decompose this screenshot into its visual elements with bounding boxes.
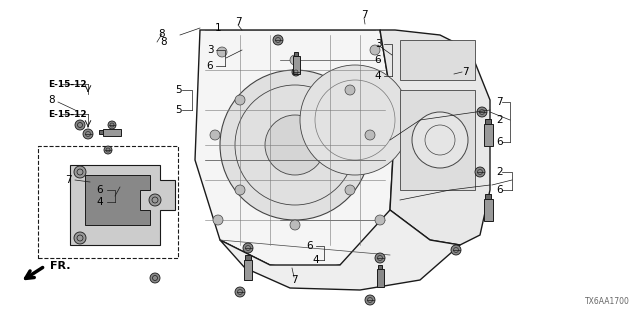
Polygon shape — [483, 199, 493, 221]
Polygon shape — [244, 260, 252, 280]
Circle shape — [477, 107, 487, 117]
Text: 2: 2 — [496, 167, 502, 177]
Circle shape — [345, 85, 355, 95]
Circle shape — [365, 295, 375, 305]
Circle shape — [345, 185, 355, 195]
Text: 7: 7 — [291, 275, 298, 285]
Text: 2: 2 — [496, 115, 502, 125]
Circle shape — [108, 121, 116, 129]
Text: 7: 7 — [65, 175, 71, 185]
Text: 6: 6 — [496, 137, 502, 147]
Circle shape — [213, 215, 223, 225]
Circle shape — [412, 112, 468, 168]
Text: 7: 7 — [462, 67, 468, 77]
Text: 8: 8 — [160, 37, 166, 47]
Polygon shape — [483, 124, 493, 146]
Polygon shape — [376, 269, 383, 287]
Bar — [38, 146, 178, 258]
Circle shape — [150, 273, 160, 283]
Polygon shape — [380, 30, 490, 245]
Polygon shape — [70, 165, 175, 245]
Polygon shape — [294, 52, 298, 56]
Circle shape — [451, 245, 461, 255]
Circle shape — [74, 232, 86, 244]
Circle shape — [74, 166, 86, 178]
Bar — [400, 40, 475, 80]
Circle shape — [290, 220, 300, 230]
Polygon shape — [195, 30, 395, 270]
Text: 6: 6 — [374, 55, 381, 65]
Polygon shape — [220, 210, 460, 290]
Polygon shape — [485, 119, 491, 124]
Circle shape — [365, 130, 375, 140]
Text: 7: 7 — [235, 17, 241, 27]
Circle shape — [217, 47, 227, 57]
Circle shape — [75, 120, 85, 130]
Circle shape — [375, 215, 385, 225]
Polygon shape — [485, 194, 491, 199]
Polygon shape — [99, 130, 103, 134]
Circle shape — [475, 167, 485, 177]
Polygon shape — [378, 265, 383, 269]
Text: 5: 5 — [175, 85, 181, 95]
Circle shape — [235, 185, 245, 195]
Text: 6: 6 — [207, 61, 213, 71]
Text: 3: 3 — [374, 39, 381, 49]
Text: TX6AA1700: TX6AA1700 — [585, 298, 630, 307]
Text: E-15-12: E-15-12 — [48, 109, 86, 118]
Text: 4: 4 — [374, 71, 381, 81]
Text: 1: 1 — [214, 23, 221, 33]
Text: 8: 8 — [49, 95, 55, 105]
Circle shape — [235, 287, 245, 297]
Text: 8: 8 — [159, 29, 165, 39]
Polygon shape — [292, 56, 300, 74]
Text: 6: 6 — [97, 185, 103, 195]
Circle shape — [290, 55, 300, 65]
Text: 4: 4 — [313, 255, 319, 265]
Circle shape — [300, 65, 410, 175]
Text: 6: 6 — [307, 241, 314, 251]
Circle shape — [149, 194, 161, 206]
Text: 7: 7 — [496, 97, 502, 107]
Circle shape — [104, 146, 112, 154]
Circle shape — [273, 35, 283, 45]
Circle shape — [265, 115, 325, 175]
Circle shape — [370, 45, 380, 55]
Circle shape — [83, 129, 93, 139]
Circle shape — [292, 68, 300, 76]
Bar — [400, 90, 475, 190]
Polygon shape — [103, 129, 121, 135]
Circle shape — [235, 95, 245, 105]
Circle shape — [375, 253, 385, 263]
Text: 4: 4 — [97, 197, 103, 207]
Circle shape — [210, 130, 220, 140]
Text: FR.: FR. — [50, 261, 70, 271]
Text: 6: 6 — [496, 185, 502, 195]
Circle shape — [243, 243, 253, 253]
Polygon shape — [85, 175, 150, 225]
Text: 5: 5 — [175, 105, 181, 115]
Text: 3: 3 — [207, 45, 213, 55]
Circle shape — [220, 70, 370, 220]
Text: 7: 7 — [361, 10, 367, 20]
Text: E-15-12: E-15-12 — [48, 79, 86, 89]
Polygon shape — [245, 255, 251, 260]
